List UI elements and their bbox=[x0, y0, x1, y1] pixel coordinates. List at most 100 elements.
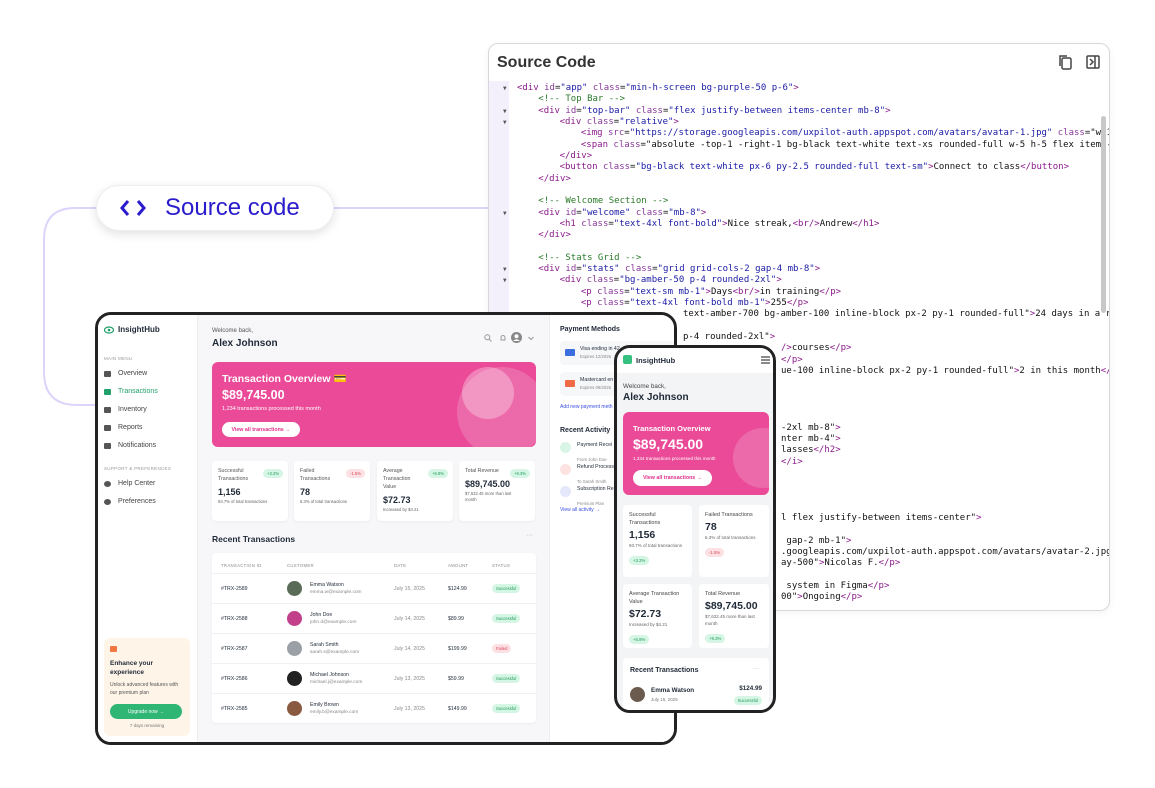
stat-label: Successful Transactions bbox=[218, 468, 249, 482]
code-line: <img src="https://storage.googleapis.com… bbox=[580, 128, 1110, 139]
hero-amount: $89,745.00 bbox=[633, 436, 704, 452]
sidebar: InsightHub MAIN MENU Overview Transactio… bbox=[98, 315, 198, 742]
fold-toggle-icon[interactable]: ▼ bbox=[503, 118, 507, 126]
transaction-amount: $124.99 bbox=[739, 685, 762, 692]
code-token: </div bbox=[538, 230, 566, 241]
code-line: />courses</p> bbox=[781, 343, 852, 354]
code-line: <h1 class="text-4xl font-bold">Nice stre… bbox=[559, 218, 880, 229]
fold-toggle-icon[interactable]: ▼ bbox=[503, 85, 507, 92]
transaction-amount: $149.99 bbox=[448, 706, 467, 712]
hamburger-menu-icon[interactable] bbox=[761, 356, 770, 364]
code-token: > bbox=[769, 332, 776, 343]
code-token: "mb-8" bbox=[668, 207, 701, 218]
code-token: class bbox=[586, 116, 614, 127]
more-icon[interactable]: ··· bbox=[526, 532, 533, 539]
transaction-date: July 13, 2025 bbox=[394, 706, 425, 712]
stat-value: 1,156 bbox=[629, 529, 656, 541]
code-line: ue-100 inline-block px-2 py-1 rounded-fu… bbox=[781, 366, 1109, 377]
code-token: > bbox=[586, 150, 593, 161]
stat-value: $89,745.00 bbox=[465, 479, 511, 489]
view-all-activity-link[interactable]: View all activity → bbox=[560, 507, 601, 513]
stat-value: 78 bbox=[300, 487, 311, 497]
code-token: <br bbox=[732, 286, 749, 297]
code-token: <!-- Welcome Section --> bbox=[538, 196, 669, 207]
sidebar-item-transactions[interactable]: Transactions bbox=[104, 388, 158, 395]
payment-expires: Expires 09/2026 bbox=[580, 385, 612, 390]
chevron-down-icon[interactable] bbox=[527, 334, 535, 342]
stat-label: Average Transaction Value bbox=[629, 591, 680, 605]
nav-label: Overview bbox=[118, 370, 148, 377]
transaction-id: #TRX-2586 bbox=[221, 676, 248, 682]
sidebar-item-preferences[interactable]: Preferences bbox=[104, 498, 156, 505]
sidebar-item-help-center[interactable]: Help Center bbox=[104, 480, 155, 487]
more-icon[interactable]: ··· bbox=[753, 666, 759, 672]
code-token: > bbox=[835, 433, 841, 444]
hero-amount: $89,745.00 bbox=[222, 388, 285, 402]
toggle-panel-icon[interactable] bbox=[1085, 54, 1101, 70]
days-remaining: 7 days remaining bbox=[129, 723, 165, 728]
payment-name: Mastercard en bbox=[580, 377, 614, 383]
user-name: Alex Johnson bbox=[212, 338, 278, 349]
code-token: class bbox=[1057, 128, 1085, 139]
sidebar-item-notifications[interactable]: Notifications bbox=[104, 442, 156, 449]
table-row[interactable]: #TRX-2586 Michael Johnson michael.j@exam… bbox=[212, 663, 536, 693]
fold-toggle-icon[interactable]: ▼ bbox=[503, 266, 507, 274]
activity-title: Payment Recei bbox=[577, 442, 613, 448]
copy-icon[interactable] bbox=[1057, 54, 1073, 70]
source-code-pill[interactable]: Source code bbox=[96, 185, 334, 231]
table-row[interactable]: #TRX-2585 Emily Brown emily.b@example.co… bbox=[212, 693, 536, 723]
hero-subtitle: 1,234 transactions processed this month bbox=[633, 456, 716, 461]
activity-sub: From John Doe bbox=[577, 457, 607, 462]
code-line: 00">Ongoing</p> bbox=[781, 592, 863, 603]
payment-methods-title: Payment Methods bbox=[560, 326, 620, 333]
code-token: "min-h-screen bg-purple-50 p-6" bbox=[625, 83, 794, 93]
stat-card: Total Revenue $89,745.00 $7,632.45 more … bbox=[699, 584, 769, 648]
sidebar-item-overview[interactable]: Overview bbox=[104, 370, 147, 377]
sidebar-item-inventory[interactable]: Inventory bbox=[104, 406, 147, 413]
code-token: </p bbox=[867, 581, 884, 592]
code-token: class bbox=[625, 264, 653, 275]
add-payment-link[interactable]: Add new payment meth bbox=[560, 404, 613, 410]
code-line: <p class="text-4xl font-bold mb-1">255</… bbox=[580, 298, 809, 309]
avatar-icon[interactable] bbox=[511, 332, 522, 343]
code-token: <br bbox=[792, 218, 809, 229]
code-token: class bbox=[602, 162, 631, 173]
code-token: > bbox=[818, 558, 825, 569]
view-all-transactions-button[interactable]: View all transactions → bbox=[633, 470, 712, 486]
fold-toggle-icon[interactable]: ▼ bbox=[503, 209, 507, 217]
transaction-overview-card: Transaction Overview 💳 $89,745.00 1,234 … bbox=[212, 362, 536, 447]
code-token: > bbox=[673, 116, 679, 127]
bar-chart-icon bbox=[104, 424, 111, 431]
code-token: class bbox=[581, 218, 609, 229]
column-header: TRANSACTION ID bbox=[221, 563, 262, 568]
table-row[interactable]: #TRX-2589 Emma Watson emma.w@example.com… bbox=[212, 573, 536, 603]
stat-label: Failed Transactions bbox=[300, 468, 331, 482]
table-row[interactable]: #TRX-2587 Sarah Smith sarah.s@example.co… bbox=[212, 633, 536, 663]
code-scrollbar[interactable] bbox=[1101, 116, 1106, 313]
fold-toggle-icon[interactable]: ▼ bbox=[503, 107, 507, 115]
eye-icon bbox=[104, 325, 114, 334]
status-badge: Successful bbox=[733, 696, 762, 705]
upgrade-button[interactable]: Upgrade now → bbox=[110, 704, 182, 719]
code-editor[interactable]: <div id="app" class="min-h-screen bg-pur… bbox=[489, 81, 1109, 610]
transaction-amount: $124.99 bbox=[448, 586, 467, 592]
search-icon[interactable] bbox=[484, 334, 492, 342]
activity-item: Refund Process To Sarah Smith bbox=[560, 464, 614, 488]
table-row[interactable]: #TRX-2588 John Doe john.d@example.com Ju… bbox=[212, 603, 536, 633]
bell-icon[interactable] bbox=[499, 334, 507, 342]
code-line: <!-- Top Bar --> bbox=[538, 94, 625, 105]
fold-toggle-icon[interactable]: ▼ bbox=[503, 277, 507, 285]
column-header: STATUS bbox=[492, 563, 511, 568]
sidebar-item-reports[interactable]: Reports bbox=[104, 424, 143, 431]
view-all-transactions-button[interactable]: View all transactions → bbox=[222, 422, 300, 437]
code-line: <!-- Stats Grid --> bbox=[538, 253, 641, 264]
customer-name: John Doe bbox=[310, 612, 333, 618]
stat-badge: +5.8% bbox=[428, 469, 448, 478]
code-token: > bbox=[565, 173, 571, 184]
activity-title: Subscription Re bbox=[577, 486, 614, 492]
stat-sub: 6.3% of total transactions bbox=[300, 499, 348, 504]
code-token: "bg-black text-white px-6 py-2.5 rounded… bbox=[635, 162, 929, 173]
status-badge: Successful bbox=[492, 704, 521, 713]
code-line: <!-- Welcome Section --> bbox=[538, 196, 668, 207]
